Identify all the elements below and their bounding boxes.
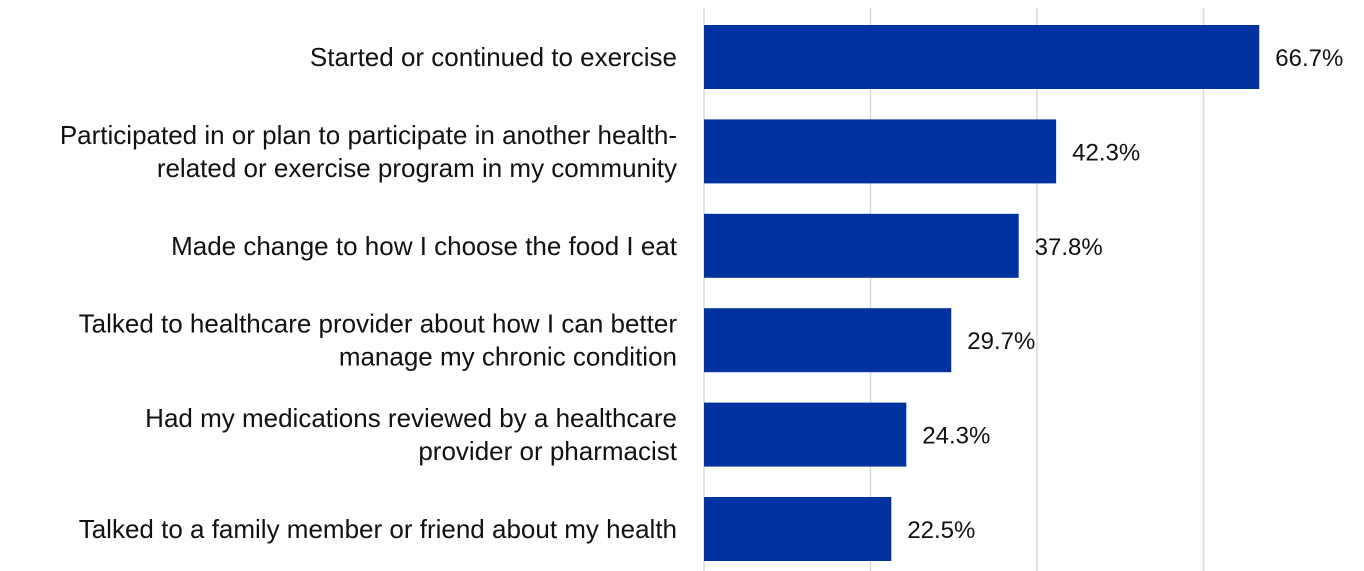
value-label: 42.3% xyxy=(1072,139,1140,166)
value-label: 29.7% xyxy=(967,328,1035,355)
category-label: Talked to healthcare provider about how … xyxy=(79,309,678,372)
value-label: 66.7% xyxy=(1275,45,1343,72)
gridlines xyxy=(703,8,1205,571)
category-label: Participated in or plan to participate i… xyxy=(60,120,677,183)
bar xyxy=(704,497,892,561)
category-label: Had my medications reviewed by a healthc… xyxy=(145,403,678,466)
bar xyxy=(704,119,1057,184)
value-label: 24.3% xyxy=(922,423,990,450)
bar xyxy=(704,308,952,373)
value-labels: 66.7% 42.3% 37.8% 29.7% 24.3% 22.5% xyxy=(907,45,1343,544)
value-label: 22.5% xyxy=(907,517,975,544)
category-label: Made change to how I choose the food I e… xyxy=(171,231,678,261)
bar xyxy=(704,213,1019,278)
bars xyxy=(704,25,1260,561)
category-labels: Started or continued to exercise Particip… xyxy=(60,42,678,544)
category-label: Talked to a family member or friend abou… xyxy=(79,514,677,544)
bar xyxy=(704,402,907,467)
bar xyxy=(704,25,1260,89)
value-label: 37.8% xyxy=(1035,234,1103,261)
category-label: Started or continued to exercise xyxy=(310,42,677,72)
